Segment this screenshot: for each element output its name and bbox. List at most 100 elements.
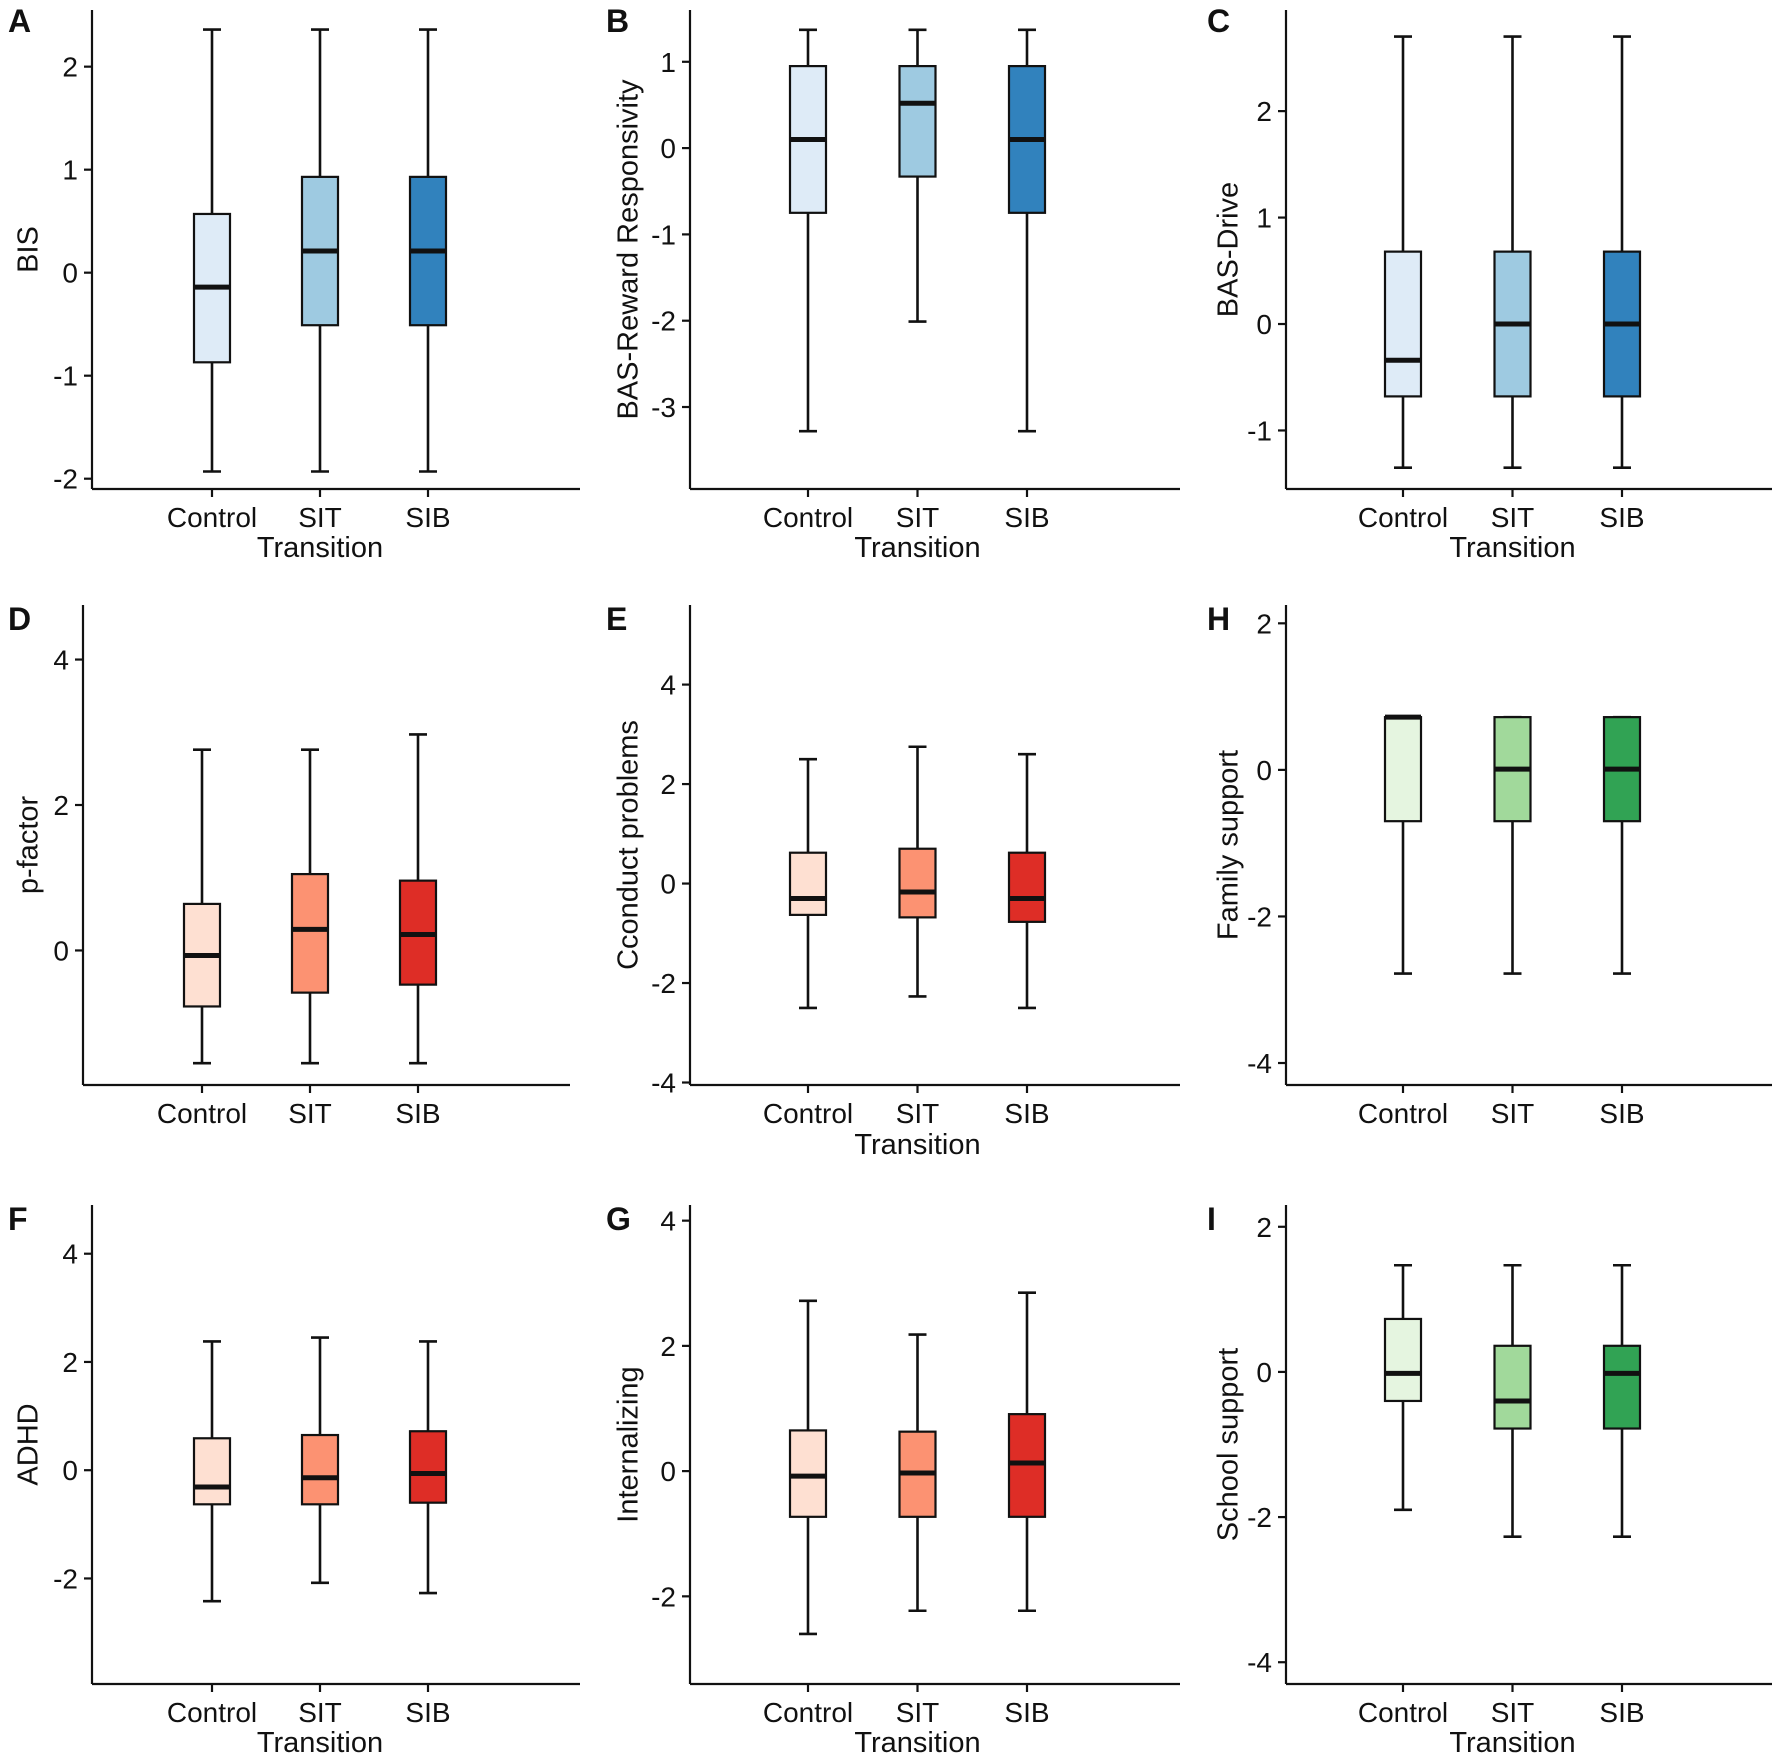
panel-letter: D — [8, 601, 31, 637]
x-tick-label: SIT — [896, 502, 940, 533]
panel-h: H -4 -2 0 2 Family support Control SIT SIB — [1207, 601, 1772, 1129]
y-tick-label: 0 — [53, 935, 69, 966]
x-tick-label: Control — [1358, 1697, 1448, 1728]
y-tick-label: 1 — [62, 155, 78, 186]
box-sit — [300, 1433, 340, 1506]
panel-d: D 0 2 4 p-factor Control SIT SIB — [8, 601, 570, 1129]
y-tick-label: 2 — [62, 52, 78, 83]
panel-c: C -1 0 1 2 BAS-Drive Control SIT SIB Transition — [1207, 3, 1772, 564]
x-tick-label: SIT — [896, 1697, 940, 1728]
y-tick-label: 2 — [1256, 608, 1272, 639]
box-sib — [1602, 1344, 1642, 1430]
box-control — [1383, 250, 1423, 398]
x-axis-title: Transition — [257, 1727, 383, 1759]
x-tick-label: Control — [157, 1098, 247, 1129]
y-tick-label: 1 — [660, 47, 676, 78]
y-tick-label: -1 — [1247, 415, 1272, 446]
y-axis-title: ADHD — [13, 1403, 45, 1485]
box-control — [788, 1429, 828, 1518]
x-axis-title: Transition — [854, 1129, 980, 1161]
box-control — [192, 1437, 232, 1506]
y-tick-label: 1 — [1256, 203, 1272, 234]
y-tick-label: 0 — [660, 869, 676, 900]
panel-a: A -2 -1 0 1 2 BIS Control SIT SIB Transition — [8, 3, 580, 564]
y-tick-label: 2 — [660, 1331, 676, 1362]
x-axis-title: Transition — [1449, 1727, 1575, 1759]
x-tick-label: SIB — [1004, 1098, 1049, 1129]
x-axis-title: Transition — [854, 532, 980, 564]
y-tick-label: -4 — [651, 1068, 676, 1099]
y-tick-label: 4 — [660, 670, 676, 701]
x-axis-title: Transition — [1449, 532, 1575, 564]
y-tick-label: 2 — [53, 790, 69, 821]
panel-letter: H — [1207, 601, 1230, 637]
x-tick-label: SIB — [405, 502, 450, 533]
box-sit — [1493, 1344, 1532, 1430]
box-control — [1383, 1317, 1423, 1403]
x-tick-label: SIT — [298, 502, 342, 533]
y-tick-label: -2 — [1247, 901, 1272, 932]
panel-b: B -3 -2 -1 0 1 BAS-Reward Responsivity Control S… — [606, 3, 1180, 564]
box-sit — [290, 872, 330, 994]
x-tick-label: SIB — [1599, 502, 1644, 533]
y-tick-label: 2 — [62, 1347, 78, 1378]
x-axis-title: Transition — [257, 532, 383, 564]
panel-e: E -4 -2 0 2 4 Cconduct problems Control SIT SIB Tr… — [606, 601, 1180, 1161]
y-tick-label: 2 — [1256, 96, 1272, 127]
x-tick-label: SIB — [1004, 1697, 1049, 1728]
y-tick-label: -3 — [651, 392, 676, 423]
y-tick-label: -4 — [1247, 1647, 1272, 1678]
x-tick-label: SIB — [1004, 502, 1049, 533]
y-axis-title: School support — [1213, 1348, 1245, 1541]
box-sit — [898, 64, 937, 178]
panel-letter: I — [1207, 1201, 1216, 1237]
x-tick-label: SIT — [288, 1098, 332, 1129]
y-tick-label: -2 — [1247, 1502, 1272, 1533]
box-sib — [1007, 1413, 1047, 1518]
y-tick-label: 0 — [660, 1456, 676, 1487]
x-tick-label: SIB — [395, 1098, 440, 1129]
y-tick-label: 0 — [1256, 1357, 1272, 1388]
box-control — [788, 851, 828, 916]
y-tick-label: -2 — [651, 306, 676, 337]
x-tick-label: SIB — [405, 1697, 450, 1728]
y-tick-label: -2 — [53, 464, 78, 495]
x-tick-label: SIB — [1599, 1697, 1644, 1728]
panel-i: I -4 -2 0 2 School support Control SIT SIB Transi… — [1207, 1201, 1772, 1759]
y-axis-title: BAS-Drive — [1213, 182, 1245, 317]
x-axis-title: Transition — [854, 1727, 980, 1759]
x-tick-label: Control — [763, 1098, 853, 1129]
panel-letter: A — [8, 3, 31, 39]
x-tick-label: SIT — [1491, 1098, 1535, 1129]
panel-letter: B — [606, 3, 629, 39]
y-tick-label: 4 — [62, 1239, 78, 1270]
y-tick-label: -2 — [651, 968, 676, 999]
y-tick-label: -4 — [1247, 1048, 1272, 1079]
y-tick-label: 2 — [1256, 1212, 1272, 1243]
y-tick-label: 0 — [1256, 309, 1272, 340]
y-axis-title: BIS — [13, 226, 45, 273]
x-tick-label: SIT — [298, 1697, 342, 1728]
x-tick-label: Control — [1358, 502, 1448, 533]
x-tick-label: SIT — [1491, 1697, 1535, 1728]
box-sib — [1007, 851, 1047, 923]
panel-f: F -2 0 2 4 ADHD Control SIT SIB Transition — [8, 1201, 580, 1759]
y-axis-title: Internalizing — [613, 1366, 645, 1522]
panel-letter: C — [1207, 3, 1230, 39]
y-axis-title: BAS-Reward Responsivity — [613, 79, 645, 420]
y-tick-label: -2 — [53, 1563, 78, 1594]
y-tick-label: 4 — [660, 1206, 676, 1237]
y-tick-label: 0 — [1256, 755, 1272, 786]
y-tick-label: 2 — [660, 769, 676, 800]
panel-letter: G — [606, 1201, 631, 1237]
x-tick-label: Control — [763, 1697, 853, 1728]
y-tick-label: 0 — [62, 258, 78, 289]
y-axis-title: Cconduct problems — [613, 720, 645, 970]
box-sib — [408, 1430, 448, 1504]
y-tick-label: 0 — [660, 133, 676, 164]
y-tick-label: 0 — [62, 1455, 78, 1486]
x-tick-label: Control — [763, 502, 853, 533]
y-tick-label: -1 — [651, 219, 676, 250]
x-tick-label: Control — [167, 502, 257, 533]
